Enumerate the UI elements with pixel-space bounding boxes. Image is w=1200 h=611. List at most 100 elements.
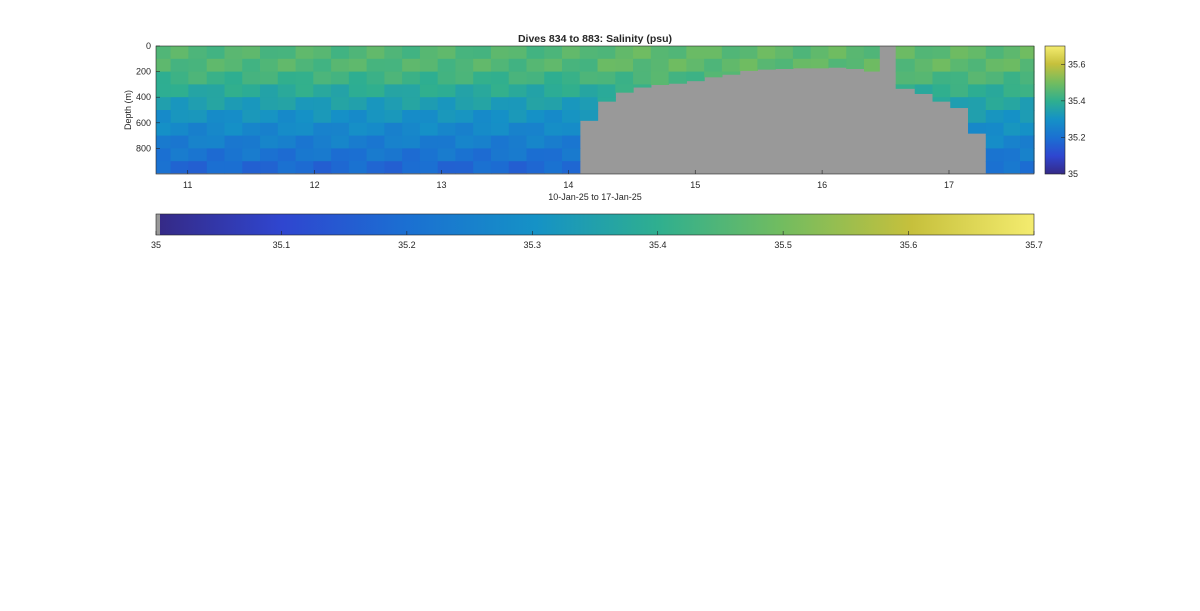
salinity-cell	[686, 58, 705, 73]
salinity-cell	[224, 148, 243, 162]
x-tick-label: 13	[436, 180, 446, 190]
salinity-cell	[526, 110, 545, 124]
salinity-cell	[597, 58, 616, 73]
salinity-cell	[544, 58, 563, 73]
salinity-cell	[156, 135, 172, 149]
salinity-cell	[206, 46, 226, 60]
salinity-cell	[526, 46, 545, 60]
salinity-cell	[455, 97, 474, 111]
salinity-cell	[863, 46, 880, 60]
salinity-cell	[633, 46, 652, 60]
bottom-colorbar-missing-swatch	[156, 214, 160, 235]
salinity-cell	[968, 122, 987, 134]
salinity-cell	[985, 110, 1005, 124]
salinity-cell	[348, 84, 368, 98]
salinity-cell	[188, 84, 208, 98]
salinity-cell	[473, 161, 492, 174]
salinity-cell	[260, 84, 279, 98]
salinity-cell	[277, 148, 297, 162]
salinity-cell	[455, 58, 474, 73]
salinity-cell	[331, 135, 350, 149]
salinity-cell	[721, 58, 741, 73]
salinity-cell	[419, 84, 439, 98]
salinity-cell	[331, 148, 350, 162]
salinity-cell	[562, 46, 581, 60]
salinity-cell	[985, 58, 1005, 73]
salinity-cell	[348, 58, 368, 73]
salinity-cell	[985, 122, 1005, 137]
salinity-cell	[260, 58, 279, 73]
salinity-cell	[704, 58, 723, 73]
salinity-cell	[331, 161, 350, 174]
salinity-cell	[757, 46, 776, 60]
salinity-cell	[932, 97, 951, 102]
salinity-cell	[366, 71, 385, 85]
x-tick-label: 14	[563, 180, 573, 190]
y-tick-label: 600	[136, 118, 151, 128]
salinity-cell	[224, 122, 243, 137]
salinity-cell	[384, 84, 403, 98]
salinity-cell	[490, 46, 510, 60]
salinity-cell	[402, 122, 421, 137]
salinity-cell	[526, 97, 545, 111]
salinity-cell	[508, 84, 528, 98]
salinity-cell	[633, 71, 652, 85]
salinity-cell	[419, 58, 439, 73]
salinity-cell	[562, 84, 581, 98]
salinity-cell	[1003, 148, 1021, 162]
salinity-cell	[188, 97, 208, 111]
salinity-cell	[1003, 46, 1021, 60]
salinity-cell	[277, 71, 297, 85]
salinity-cell	[366, 97, 385, 111]
salinity-cell	[615, 71, 634, 85]
salinity-cell	[508, 46, 528, 60]
salinity-cell	[1003, 161, 1021, 174]
salinity-cell	[1003, 135, 1021, 149]
salinity-cell	[932, 58, 951, 73]
salinity-cell	[895, 71, 916, 85]
salinity-cell	[490, 110, 510, 124]
salinity-cell	[260, 110, 279, 124]
salinity-cell	[331, 122, 350, 137]
salinity-cell	[490, 58, 510, 73]
bottom-colorbar-tick-label: 35.4	[649, 240, 667, 250]
salinity-cell	[950, 58, 969, 73]
salinity-cell	[1020, 97, 1035, 111]
salinity-cell	[206, 84, 226, 98]
salinity-cell	[792, 58, 812, 69]
salinity-cell	[508, 135, 528, 149]
salinity-cell	[242, 148, 261, 162]
salinity-cell	[1020, 71, 1035, 85]
salinity-cell	[224, 110, 243, 124]
salinity-cell	[384, 97, 403, 111]
salinity-cell	[224, 135, 243, 149]
salinity-cell	[1003, 58, 1021, 73]
salinity-cell	[156, 110, 172, 124]
salinity-cell	[579, 97, 599, 111]
bottom-colorbar-gradient	[160, 214, 1034, 235]
salinity-cell	[188, 161, 208, 174]
salinity-cell	[206, 148, 226, 162]
salinity-cell	[968, 71, 987, 85]
salinity-cell	[295, 122, 314, 137]
salinity-cell	[828, 46, 847, 60]
salinity-cell	[402, 161, 421, 174]
salinity-cell	[188, 148, 208, 162]
salinity-cell	[455, 110, 474, 124]
salinity-cell	[224, 161, 243, 174]
salinity-cell	[544, 148, 563, 162]
salinity-cell	[473, 71, 492, 85]
salinity-cell	[419, 135, 439, 149]
salinity-cell	[562, 135, 581, 149]
salinity-cell	[206, 161, 226, 174]
salinity-cell	[932, 71, 951, 85]
salinity-cell	[508, 161, 528, 174]
salinity-cell	[526, 161, 545, 174]
salinity-cell	[950, 46, 969, 60]
salinity-cell	[437, 122, 457, 137]
bottom-colorbar-tick-label: 35	[151, 240, 161, 250]
salinity-cell	[810, 58, 830, 69]
salinity-cell	[437, 161, 457, 174]
x-tick-label: 16	[817, 180, 827, 190]
salinity-cell	[455, 122, 474, 137]
